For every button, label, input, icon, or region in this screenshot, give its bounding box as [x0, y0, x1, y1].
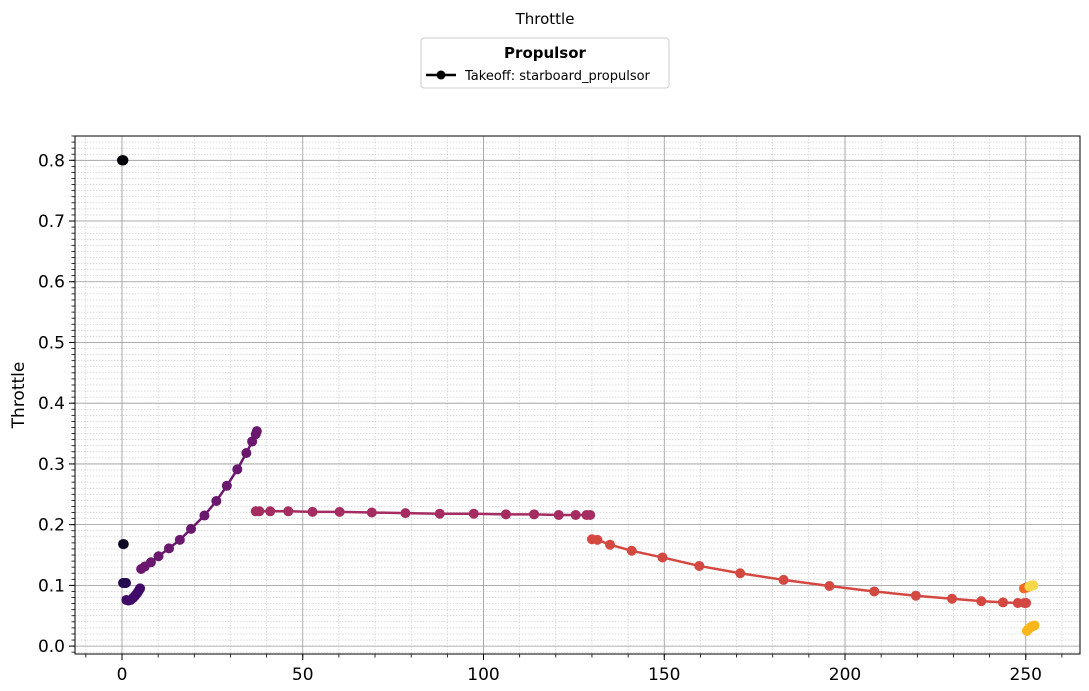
data-point: [585, 509, 596, 520]
data-point: [254, 506, 265, 517]
x-tick-labels: 0 50 100 150 200 250: [117, 665, 1042, 685]
data-point: [241, 447, 252, 458]
y-tick-label: 0.2: [38, 516, 65, 536]
data-point: [657, 552, 668, 563]
legend: Propulsor Takeoff: starboard_propulsor: [420, 37, 670, 89]
data-point: [529, 509, 540, 520]
data-point: [251, 426, 262, 437]
x-tick-label: 250: [1010, 665, 1042, 685]
data-point: [468, 508, 479, 519]
data-point: [118, 539, 129, 550]
y-tick-label: 0.3: [38, 455, 65, 475]
data-point: [824, 580, 835, 591]
y-tick-label: 0.8: [38, 151, 65, 171]
y-tick-label: 0.1: [38, 576, 65, 596]
data-point: [186, 523, 197, 534]
x-tick-label: 50: [292, 665, 314, 685]
data-point: [211, 495, 222, 506]
y-axis-label: Throttle: [9, 362, 29, 430]
data-point: [221, 480, 232, 491]
data-point: [1021, 597, 1032, 608]
data-point: [307, 506, 318, 517]
data-point: [145, 557, 156, 568]
data-point: [283, 506, 294, 517]
y-tick-label: 0.0: [38, 637, 65, 657]
data-point: [265, 506, 276, 517]
data-point: [366, 507, 377, 518]
plot-frame: [74, 135, 1081, 655]
data-point: [334, 506, 345, 517]
y-tick-labels: 0.0 0.1 0.2 0.3 0.4 0.5 0.6 0.7 0.8: [38, 151, 65, 657]
data-point: [1028, 580, 1039, 591]
data-point: [199, 510, 210, 521]
data-point: [153, 551, 164, 562]
x-tick-label: 150: [648, 665, 680, 685]
x-tick-label: 200: [829, 665, 861, 685]
y-tick-label: 0.7: [38, 212, 65, 232]
data-point: [592, 534, 603, 545]
data-point: [570, 509, 581, 520]
series-throttle: [117, 155, 1040, 636]
y-tick-label: 0.4: [38, 394, 65, 414]
x-tick-label: 100: [467, 665, 499, 685]
chart-title: Throttle: [515, 10, 575, 28]
data-point: [118, 155, 129, 166]
data-point: [976, 596, 987, 607]
series-line-segment: [255, 510, 591, 517]
data-point: [553, 509, 564, 520]
data-point: [605, 539, 616, 550]
axis-ticks: [69, 135, 1063, 660]
data-point: [626, 545, 637, 556]
minor-gridlines: [75, 135, 1080, 654]
y-tick-label: 0.6: [38, 273, 65, 293]
data-point: [500, 509, 511, 520]
data-point: [135, 583, 146, 594]
data-point: [694, 560, 705, 571]
major-gridlines: [75, 136, 1080, 654]
data-point: [910, 590, 921, 601]
data-point: [778, 574, 789, 585]
data-point: [232, 464, 243, 475]
legend-title: Propulsor: [504, 44, 586, 62]
data-point: [947, 593, 958, 604]
legend-entry-label: Takeoff: starboard_propulsor: [464, 69, 651, 84]
data-point: [869, 586, 880, 597]
data-point: [998, 597, 1008, 608]
data-point: [400, 508, 411, 519]
y-tick-label: 0.5: [38, 333, 65, 353]
data-point: [120, 577, 131, 588]
x-tick-label: 0: [117, 665, 128, 685]
legend-point-marker: [436, 70, 446, 80]
data-point: [735, 568, 746, 579]
data-point: [163, 543, 174, 554]
legend-box: [420, 37, 670, 89]
data-point: [1029, 620, 1040, 631]
data-point: [174, 534, 185, 545]
data-point: [434, 508, 445, 519]
